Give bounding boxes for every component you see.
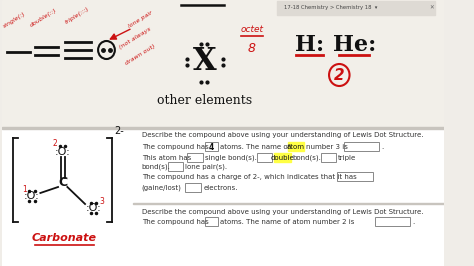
Bar <box>205 217 218 226</box>
Bar <box>2 0 444 128</box>
Text: 2-: 2- <box>114 126 124 136</box>
Text: double: double <box>271 155 294 161</box>
Text: triple(:::): triple(:::) <box>64 6 90 24</box>
Text: 4: 4 <box>209 143 214 152</box>
Text: other elements: other elements <box>157 94 252 106</box>
Text: octet: octet <box>240 26 263 35</box>
Bar <box>2 128 444 266</box>
Bar <box>133 203 444 204</box>
Text: X: X <box>192 47 216 77</box>
Text: .: . <box>381 144 383 150</box>
Bar <box>185 183 201 192</box>
Text: 3: 3 <box>100 197 104 206</box>
Text: atoms. The name of: atoms. The name of <box>220 144 290 150</box>
Text: atoms. The name of atom number 2 is: atoms. The name of atom number 2 is <box>220 219 355 225</box>
Bar <box>2 127 444 128</box>
Bar <box>205 142 218 151</box>
Text: bond(s).: bond(s). <box>293 155 321 161</box>
Bar <box>321 153 336 162</box>
Text: lone pair: lone pair <box>127 11 153 30</box>
Text: The compound has: The compound has <box>142 219 209 225</box>
Text: double(::): double(::) <box>29 8 57 28</box>
Text: The compound has a charge of 2-, which indicates that it has: The compound has a charge of 2-, which i… <box>142 174 356 180</box>
Text: 2: 2 <box>334 68 345 82</box>
Text: :O:: :O: <box>55 147 71 157</box>
Text: (gaine/lost): (gaine/lost) <box>142 185 182 191</box>
Text: (not always: (not always <box>118 26 152 50</box>
Text: Carbonate: Carbonate <box>32 233 97 243</box>
Text: :O:: :O: <box>86 203 101 213</box>
Text: 2: 2 <box>53 139 58 148</box>
Bar <box>344 142 379 151</box>
Text: Describe the compound above using your understanding of Lewis Dot Structure.: Describe the compound above using your u… <box>142 132 423 138</box>
Text: C: C <box>58 177 67 189</box>
Text: single bond(s).: single bond(s). <box>205 155 257 161</box>
Text: lone pair(s).: lone pair(s). <box>185 164 227 170</box>
Text: 17-18 Chemistry > Chemistry 18  ▾: 17-18 Chemistry > Chemistry 18 ▾ <box>284 6 378 10</box>
Text: He:: He: <box>333 34 376 56</box>
Text: triple: triple <box>337 155 356 161</box>
Text: The compound has: The compound has <box>142 144 209 150</box>
Text: Describe the compound above using your understanding of Lewis Dot Structure.: Describe the compound above using your u… <box>142 209 423 215</box>
Text: :O:: :O: <box>24 191 40 201</box>
Text: bond(s).: bond(s). <box>142 164 171 170</box>
Bar <box>274 153 291 162</box>
Text: ✕: ✕ <box>429 6 434 10</box>
Bar <box>337 172 373 181</box>
Text: single(:): single(:) <box>2 11 27 29</box>
Text: atom: atom <box>286 144 304 150</box>
Text: H:: H: <box>295 34 324 56</box>
Text: drawn out): drawn out) <box>124 44 156 66</box>
Bar <box>277 1 435 15</box>
Text: 8: 8 <box>248 41 256 55</box>
Text: number 3 is: number 3 is <box>306 144 347 150</box>
Text: .: . <box>412 219 414 225</box>
Bar <box>374 217 410 226</box>
Bar <box>288 142 304 151</box>
Bar <box>168 162 183 171</box>
Text: 1: 1 <box>22 185 27 193</box>
Text: electrons.: electrons. <box>203 185 238 191</box>
Bar <box>257 153 272 162</box>
Text: This atom has: This atom has <box>142 155 191 161</box>
Bar <box>187 153 203 162</box>
